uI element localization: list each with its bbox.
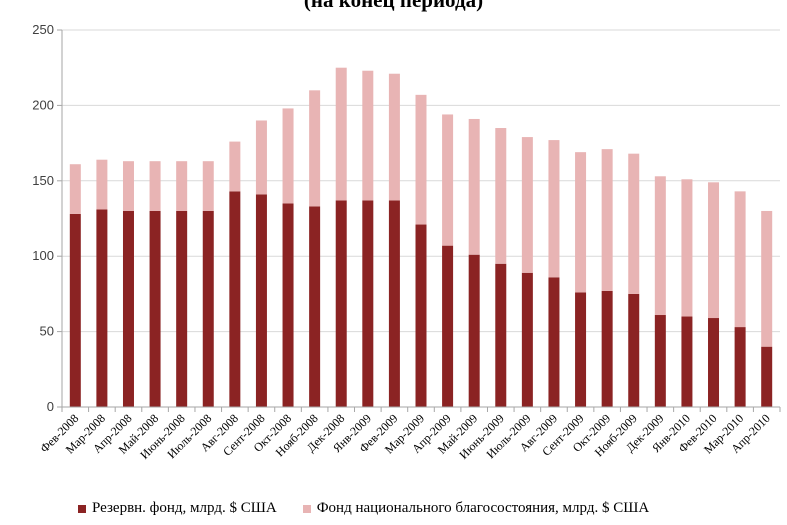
legend-swatch-national-wealth-fund xyxy=(302,504,311,513)
bar-reserve-fund xyxy=(202,210,214,407)
bar-national-wealth-fund xyxy=(96,159,108,210)
y-tick-label: 250 xyxy=(32,22,54,37)
bar-national-wealth-fund xyxy=(149,161,161,211)
bar-reserve-fund xyxy=(362,200,374,407)
bar-reserve-fund xyxy=(229,191,241,407)
legend-item-reserve-fund: Резервн. фонд, млрд. $ США xyxy=(78,500,277,517)
bar-reserve-fund xyxy=(176,210,188,407)
bar-national-wealth-fund xyxy=(176,161,188,211)
bar-national-wealth-fund xyxy=(415,94,427,225)
y-tick-label: 0 xyxy=(47,399,54,414)
bar-national-wealth-fund xyxy=(202,161,214,211)
bar-national-wealth-fund xyxy=(681,179,693,317)
bar-national-wealth-fund xyxy=(442,114,454,246)
legend: Резервн. фонд, млрд. $ США Фонд национал… xyxy=(78,500,649,517)
bar-reserve-fund xyxy=(548,277,560,407)
bar-reserve-fund xyxy=(681,316,693,407)
bar-national-wealth-fund xyxy=(521,137,533,273)
bar-reserve-fund xyxy=(255,194,267,407)
bar-reserve-fund xyxy=(761,346,773,407)
y-tick-label: 50 xyxy=(40,324,54,339)
bar-national-wealth-fund xyxy=(734,191,746,328)
bar-reserve-fund xyxy=(575,292,587,407)
bar-national-wealth-fund xyxy=(708,182,720,319)
bars xyxy=(69,67,773,407)
y-tick-label: 150 xyxy=(32,173,54,188)
bar-national-wealth-fund xyxy=(255,120,267,195)
bar-national-wealth-fund xyxy=(575,152,587,293)
bar-reserve-fund xyxy=(149,210,161,407)
bar-national-wealth-fund xyxy=(282,108,294,204)
bar-national-wealth-fund xyxy=(362,70,374,201)
bar-national-wealth-fund xyxy=(122,161,134,211)
axes xyxy=(57,29,781,412)
y-tick-labels: 0 50 100 150 200 250 xyxy=(32,22,54,414)
bar-reserve-fund xyxy=(282,203,294,407)
bar-national-wealth-fund xyxy=(601,149,613,291)
bar-national-wealth-fund xyxy=(548,140,560,278)
bar-national-wealth-fund xyxy=(69,164,81,214)
bar-reserve-fund xyxy=(521,272,533,407)
legend-label-national-wealth-fund: Фонд национального благосостояния, млрд.… xyxy=(316,500,650,516)
bar-reserve-fund xyxy=(628,293,640,407)
bar-reserve-fund xyxy=(415,224,427,407)
bar-national-wealth-fund xyxy=(654,176,666,316)
x-tick-labels: Фев-2008Мар-2008Апр-2008Май-2008Июнь-200… xyxy=(37,411,773,462)
bar-reserve-fund xyxy=(495,263,507,407)
bar-national-wealth-fund xyxy=(388,73,400,201)
bar-national-wealth-fund xyxy=(468,118,480,255)
bar-national-wealth-fund xyxy=(335,67,347,201)
bar-reserve-fund xyxy=(442,245,454,407)
bar-reserve-fund xyxy=(335,200,347,407)
legend-label-reserve-fund: Резервн. фонд, млрд. $ США xyxy=(92,500,277,516)
bar-reserve-fund xyxy=(734,327,746,407)
bar-national-wealth-fund xyxy=(628,153,640,294)
y-tick-label: 200 xyxy=(32,97,54,112)
y-tick-label: 100 xyxy=(32,248,54,263)
legend-item-national-wealth-fund: Фонд национального благосостояния, млрд.… xyxy=(302,500,650,517)
bar-reserve-fund xyxy=(122,210,134,407)
bar-reserve-fund xyxy=(309,206,321,407)
bar-reserve-fund xyxy=(708,318,720,407)
bar-national-wealth-fund xyxy=(309,90,321,207)
bar-national-wealth-fund xyxy=(761,210,773,347)
bar-reserve-fund xyxy=(468,254,480,407)
bar-national-wealth-fund xyxy=(229,141,241,192)
bar-reserve-fund xyxy=(388,200,400,407)
bar-reserve-fund xyxy=(601,290,613,407)
stacked-bar-chart: 0 50 100 150 200 250 Фев-2008Мар-2008Апр-2008… xyxy=(32,22,781,462)
bar-national-wealth-fund xyxy=(495,128,507,264)
bar-reserve-fund xyxy=(654,315,666,407)
legend-swatch-reserve-fund xyxy=(78,504,86,513)
bar-reserve-fund xyxy=(69,213,81,407)
bar-reserve-fund xyxy=(96,209,108,407)
chart-title: (на конец периода) xyxy=(303,0,484,12)
